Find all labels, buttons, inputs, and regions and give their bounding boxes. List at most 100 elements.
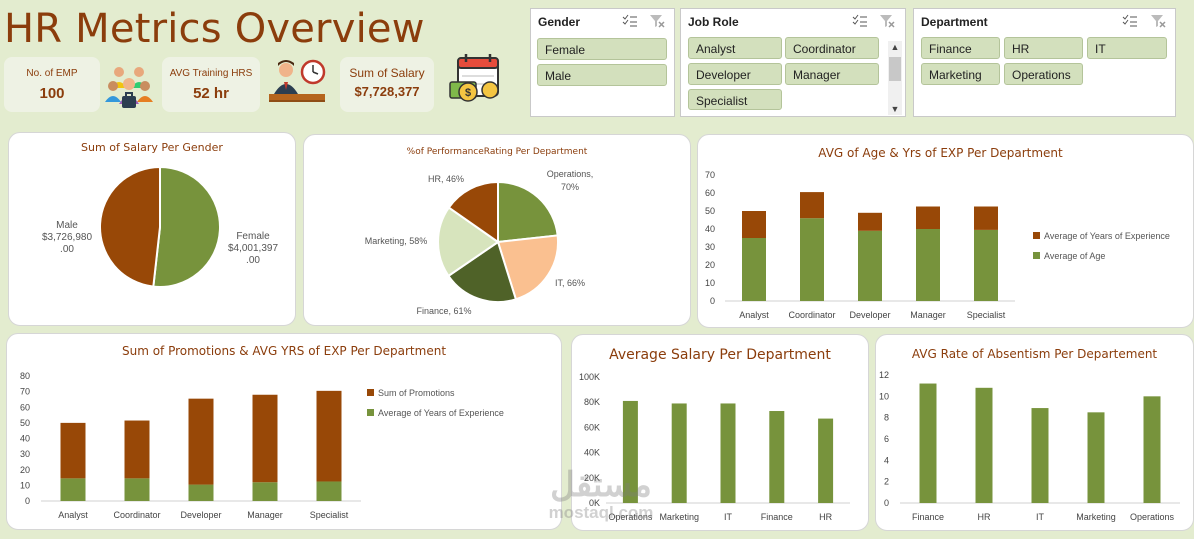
job-role-option-coordinator[interactable]: Coordinator [785, 37, 879, 59]
chart-card-avg-salary: Average Salary Per Department 0K 20K 40K 60… [571, 334, 869, 531]
bar-manager-s0 [252, 482, 278, 501]
chart-title: Average Salary Per Department [609, 347, 831, 363]
y-tick-label: 60 [20, 402, 30, 412]
gender-option-male[interactable]: Male [537, 64, 667, 86]
legend-label: Average of Age [1044, 251, 1105, 261]
pie-slice-marketing [437, 206, 500, 278]
bar-marketing [1087, 412, 1105, 503]
scroll-down-icon[interactable]: ▼ [890, 104, 900, 114]
y-tick-label: 70 [20, 387, 30, 397]
chart-title: AVG of Age & Yrs of EXP Per Department [818, 146, 1063, 160]
x-tick-label: Developer [849, 310, 890, 320]
y-tick-label: 60K [584, 422, 600, 432]
y-tick-label: 10 [20, 480, 30, 490]
x-tick-label: Marketing [1076, 512, 1116, 522]
kpi-employees-label: No. of EMP [26, 68, 78, 79]
bar-manager-s1 [916, 206, 940, 229]
x-tick-label: Operations [1130, 512, 1175, 522]
y-tick-label: 100K [579, 372, 600, 382]
chart-card-performance: %of PerformanceRating Per Department Ope… [303, 134, 691, 326]
y-tick-label: 50 [20, 418, 30, 428]
y-tick-label: 50 [705, 206, 715, 216]
data-label-male: Male [56, 220, 78, 231]
kpi-training: AVG Training HRS 52 hr [162, 57, 260, 112]
department-option-it[interactable]: IT [1087, 37, 1167, 59]
legend-label: Average of Years of Experience [378, 408, 504, 418]
y-tick-label: 60 [705, 188, 715, 198]
scroll-thumb[interactable] [889, 57, 901, 81]
bar-analyst-s0 [742, 238, 766, 301]
bar-finance [919, 383, 937, 503]
kpi-employees-value: 100 [39, 85, 65, 102]
legend-label: Sum of Promotions [378, 388, 455, 398]
department-option-finance[interactable]: Finance [921, 37, 1000, 59]
x-tick-label: Specialist [967, 310, 1006, 320]
kpi-salary-value: $7,728,377 [354, 84, 420, 99]
clear-filter-icon[interactable] [879, 14, 895, 28]
x-tick-label: IT [724, 512, 733, 522]
job-role-option-manager[interactable]: Manager [785, 63, 879, 85]
x-tick-label: Marketing [659, 512, 699, 522]
legend-swatch [1033, 232, 1040, 239]
bar-specialist-s1 [974, 206, 998, 230]
bar-operations [622, 400, 638, 503]
x-tick-label: HR [819, 512, 832, 522]
bar-developer-s1 [188, 398, 214, 485]
bar-coordinator-s1 [124, 420, 150, 479]
scroll-up-icon[interactable]: ▲ [890, 42, 900, 52]
data-label-male-value: $3,726,980 [42, 232, 92, 243]
job-role-option-developer[interactable]: Developer [688, 63, 782, 85]
department-option-hr[interactable]: HR [1004, 37, 1083, 59]
bar-chart-avg-salary: 0K 20K 40K 60K 80K 100K Operations Marketing IT F… [579, 372, 850, 522]
department-option-operations[interactable]: Operations [1004, 63, 1083, 85]
job-role-option-specialist[interactable]: Specialist [688, 89, 782, 110]
clear-filter-icon[interactable] [649, 14, 665, 28]
y-tick-label: 30 [20, 449, 30, 459]
bar-developer-s0 [858, 230, 882, 301]
gender-option-female[interactable]: Female [537, 38, 667, 60]
slicer-job-role: Job Role Analyst Coordinator Developer M… [680, 8, 906, 117]
data-label-female-value: $4,001,397 [228, 243, 278, 254]
bar-finance [769, 411, 785, 503]
multi-select-icon[interactable] [852, 14, 868, 28]
trainer-clock-icon [269, 59, 326, 102]
y-tick-label: 8 [884, 413, 889, 423]
y-tick-label: 40K [584, 448, 600, 458]
bar-coordinator-s0 [124, 478, 150, 501]
bar-coordinator-s0 [800, 218, 824, 301]
bar-it [720, 403, 736, 503]
data-label-marketing: Marketing, 58% [365, 236, 428, 246]
clear-filter-icon[interactable] [1150, 14, 1166, 28]
kpi-training-value: 52 hr [193, 85, 229, 102]
y-tick-label: 80K [584, 397, 600, 407]
multi-select-icon[interactable] [1122, 14, 1138, 28]
team-icon [105, 67, 153, 108]
y-tick-label: 0K [589, 498, 600, 508]
chart-title: Sum of Promotions & AVG YRS of EXP Per D… [121, 344, 447, 358]
slicer-scrollbar[interactable]: ▲ ▼ [888, 41, 902, 115]
y-tick-label: 0 [25, 496, 30, 506]
y-tick-label: 0 [710, 296, 715, 306]
y-tick-label: 30 [705, 242, 715, 252]
x-tick-label: Manager [910, 310, 946, 320]
bar-specialist-s0 [974, 229, 998, 301]
y-tick-label: 2 [884, 477, 889, 487]
pie-slice-finance [447, 240, 518, 303]
department-option-marketing[interactable]: Marketing [921, 63, 1000, 85]
data-label-female-cents: .00 [246, 255, 260, 266]
legend-label: Average of Years of Experience [1044, 231, 1170, 241]
job-role-option-analyst[interactable]: Analyst [688, 37, 782, 59]
data-label-finance: Finance, 61% [416, 306, 471, 316]
chart-title: %of PerformanceRating Per Department [406, 147, 588, 157]
salary-calendar-icon: $ [449, 54, 499, 102]
x-tick-label: Coordinator [788, 310, 835, 320]
chart-title: AVG Rate of Absentism Per Departement [911, 347, 1158, 361]
x-tick-label: Analyst [58, 510, 88, 520]
slicer-job-role-title: Job Role [688, 15, 739, 29]
x-tick-label: Finance [761, 512, 793, 522]
y-tick-label: 20 [20, 465, 30, 475]
multi-select-icon[interactable] [622, 14, 638, 28]
bar-it [1031, 408, 1049, 503]
bar-specialist-s0 [316, 481, 342, 501]
